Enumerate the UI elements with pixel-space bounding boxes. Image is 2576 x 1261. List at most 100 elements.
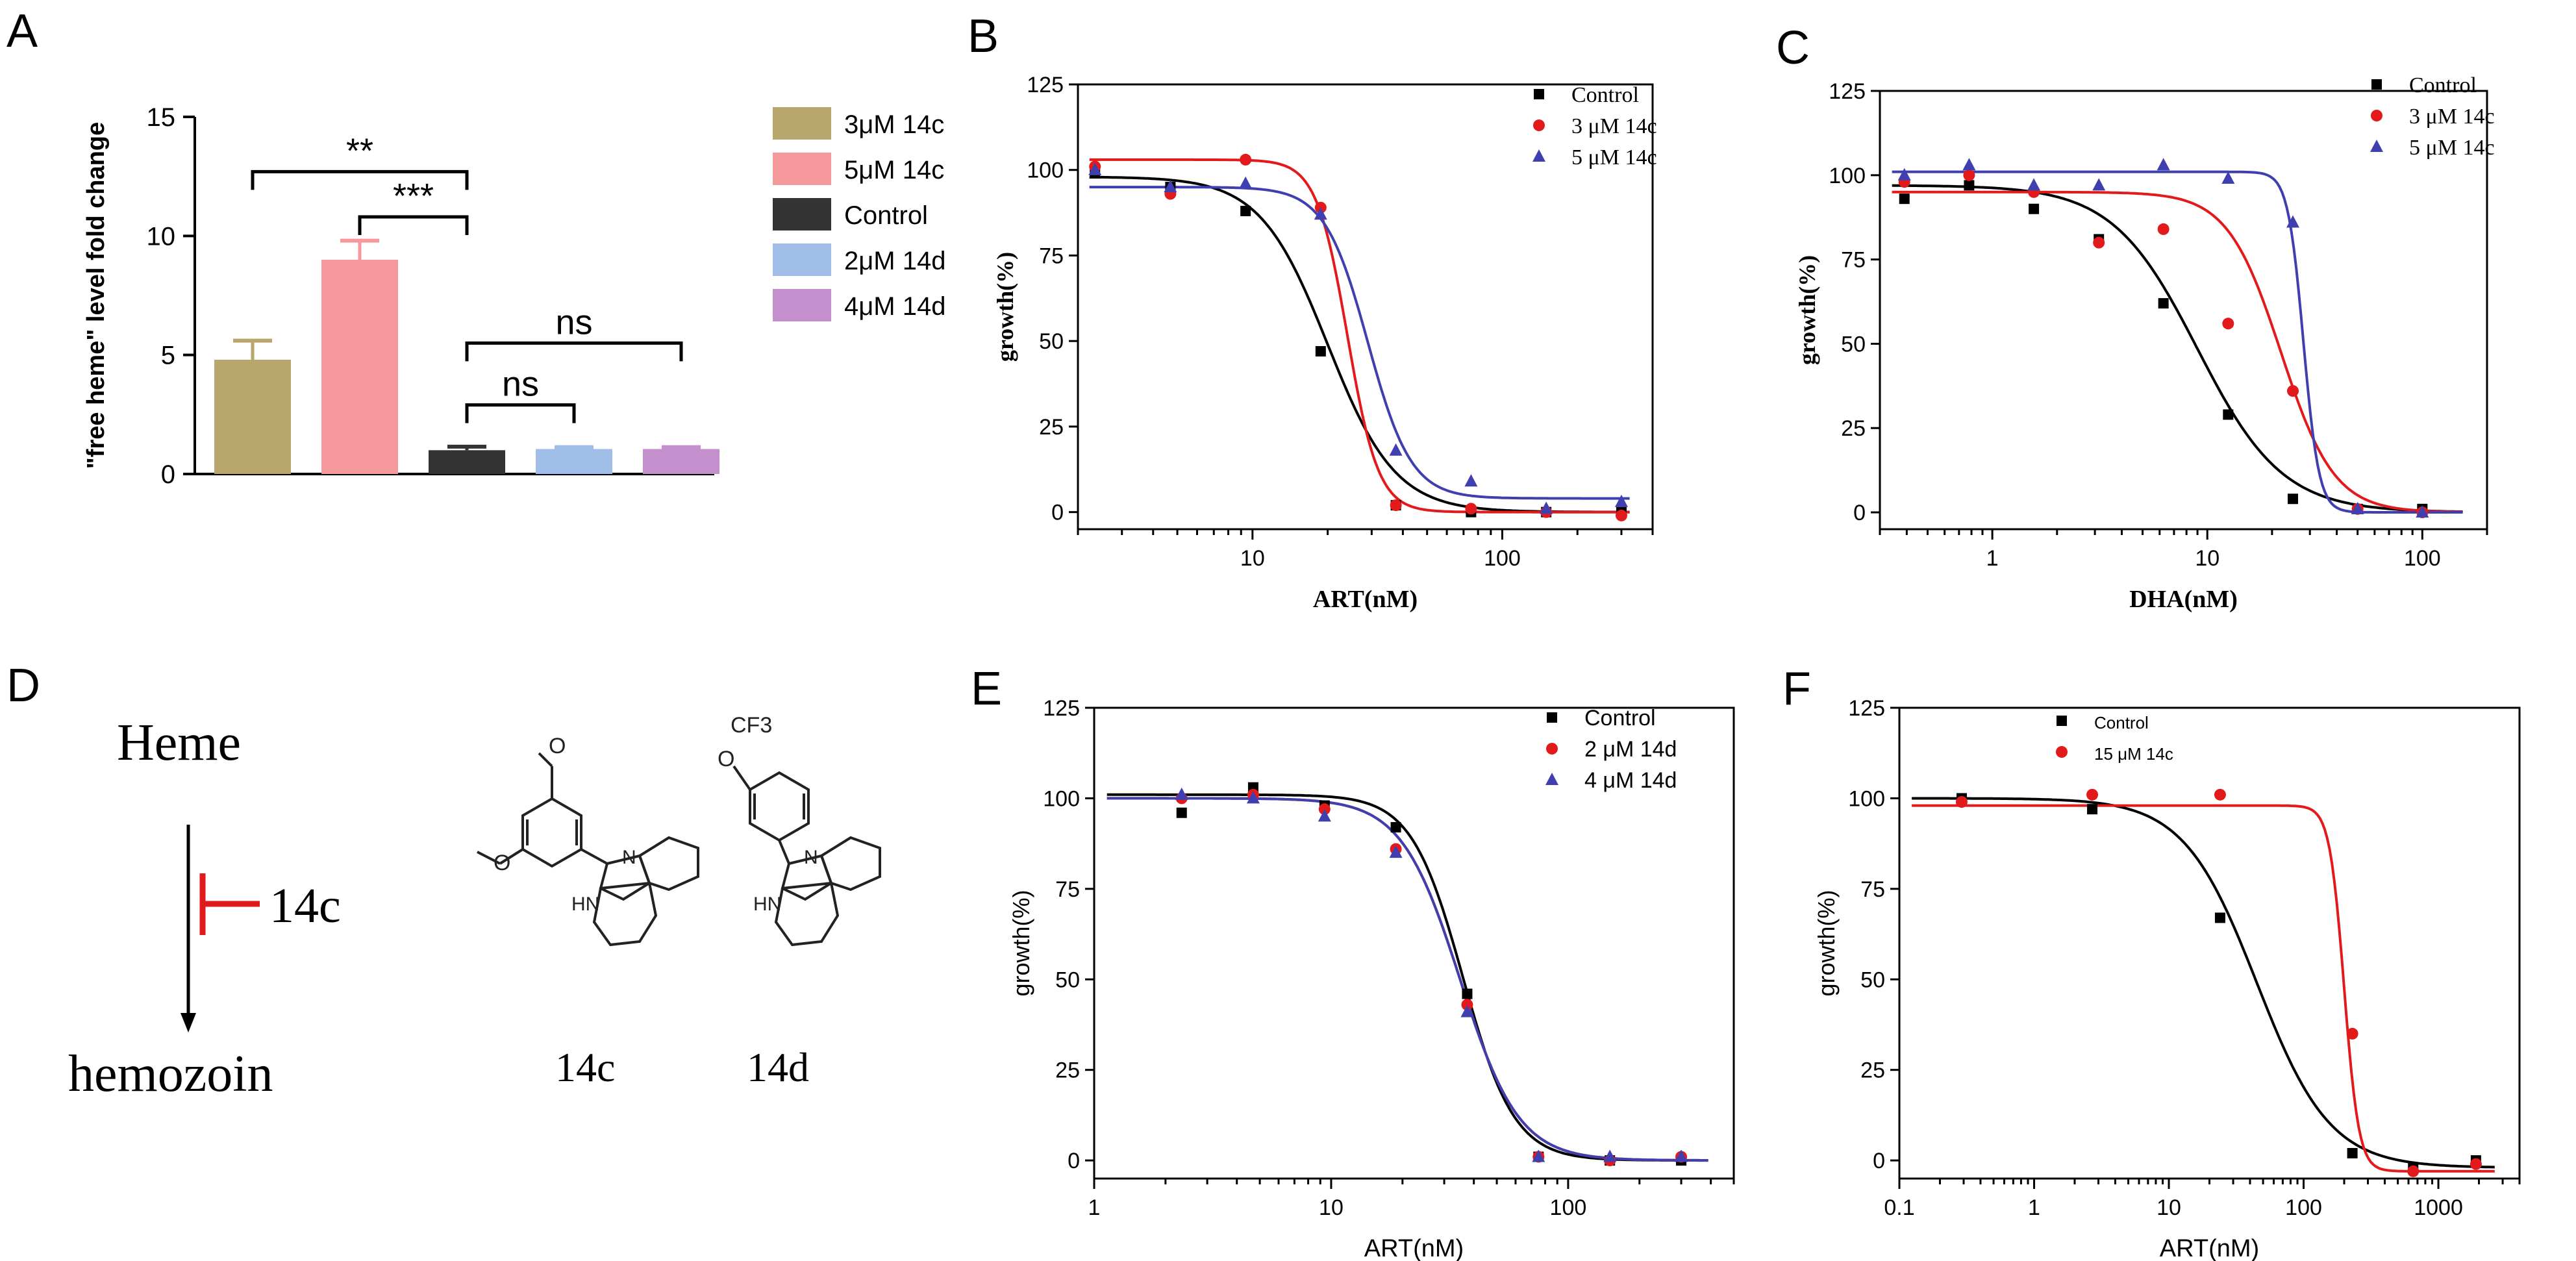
methoxy-o-label-1: O [549, 734, 566, 758]
data-point [1464, 474, 1478, 487]
data-point [1603, 1149, 1617, 1162]
panel-label-a: A [6, 5, 38, 57]
x-tick-label: 1000 [2414, 1195, 2463, 1220]
data-point [2222, 318, 2234, 330]
data-point [2157, 223, 2170, 235]
significance-label: *** [393, 177, 434, 216]
bar [536, 449, 612, 474]
x-tick-label: 10 [1240, 546, 1265, 571]
y-tick-label: 0 [1873, 1149, 1885, 1173]
x-tick-label: 100 [1484, 546, 1521, 571]
significance-label: ns [502, 365, 539, 404]
legend-marker [1545, 773, 1558, 785]
y-tick-label: 50 [1039, 329, 1064, 354]
x-axis-label: ART(nM) [2160, 1235, 2259, 1261]
significance-bracket [251, 169, 469, 190]
data-point [2093, 236, 2105, 249]
legend-label: 5μM 14c [844, 156, 944, 184]
data-point [1246, 791, 1260, 804]
y-axis-label: growth(%) [992, 252, 1018, 362]
data-point [2157, 158, 2170, 171]
data-point [2214, 788, 2226, 801]
legend-swatch [773, 153, 831, 185]
data-point [1963, 169, 1975, 181]
legend-label: 3 μM 14c [2409, 105, 2495, 129]
panel-label-e: E [971, 663, 1002, 715]
legend-label: 3μM 14c [844, 110, 944, 139]
legend-label: 5 μM 14c [1571, 145, 1657, 169]
x-axis-label: ART(nM) [1364, 1235, 1464, 1261]
plot-frame [1077, 83, 1654, 531]
significance-bracket [465, 403, 576, 423]
data-point [1390, 822, 1401, 833]
y-tick-label: 25 [1055, 1058, 1080, 1083]
data-point [1615, 509, 1627, 521]
x-tick-label: 1 [1986, 546, 1999, 571]
legend-label: 2 μM 14d [1584, 737, 1677, 762]
x-tick-label: 0.1 [1884, 1195, 1914, 1220]
y-tick-label: 0 [1051, 501, 1064, 525]
y-tick-label: 75 [1055, 877, 1080, 902]
data-point [2029, 203, 2040, 214]
x-tick-label: 10 [1319, 1195, 1344, 1220]
legend-marker [1533, 119, 1545, 131]
data-point [2351, 501, 2364, 514]
significance-label: ** [346, 131, 373, 170]
y-axis-label: growth(%) [1794, 255, 1820, 365]
y-tick-label: 75 [1039, 243, 1064, 268]
data-point [1962, 158, 1976, 171]
data-point [1314, 207, 1327, 220]
fit-curve [1912, 797, 2495, 1169]
y-tick-label: 15 [147, 103, 176, 132]
dose-response-chart-f: 0 25 50 75 100 125 0.1 1 10 100 1000 ART(nM) growth(… [1813, 696, 2521, 1261]
dose-response-chart-e: 0 25 50 75 100 125 1 10 100 ART(nM) growth(%) Contr… [1008, 696, 1735, 1261]
data-point [1088, 162, 1102, 175]
fit-curve [1892, 190, 2463, 514]
legend-label: Control [1584, 706, 1656, 730]
y-tick-label: 100 [1027, 158, 1064, 183]
y-tick-label: 125 [1043, 696, 1080, 721]
data-point [1675, 1149, 1688, 1162]
y-tick-label: 25 [1860, 1058, 1885, 1083]
x-tick-label: 100 [2285, 1195, 2322, 1220]
y-axis-label: growth(%) [1008, 890, 1034, 996]
data-point [2286, 385, 2299, 397]
significance-label: ns [555, 303, 592, 342]
inhibitor-label: 14c [269, 879, 341, 933]
data-point [1175, 787, 1188, 800]
hemozoin-label: hemozoin [68, 1045, 273, 1103]
y-tick-label: 25 [1841, 416, 1866, 441]
legend-swatch [773, 198, 831, 231]
data-point [1318, 803, 1331, 816]
data-point [2092, 178, 2106, 191]
plot-frame [1093, 706, 1735, 1180]
y-tick-label: 100 [1829, 164, 1866, 188]
cf3-label: CF3 [731, 713, 772, 738]
data-point [2347, 1147, 2358, 1158]
y-tick-label: 50 [1055, 968, 1080, 992]
heme-label: Heme [117, 714, 241, 771]
panel-label-c: C [1776, 22, 1810, 74]
pathway-arrow-head [181, 1013, 196, 1032]
data-point [2287, 493, 2298, 505]
heme-pathway-scheme: Heme 14c hemozoin O O N HN 14c [68, 713, 881, 1103]
legend-label: 4μM 14d [844, 292, 945, 321]
y-tick-label: 5 [161, 342, 175, 370]
y-tick-label: 10 [147, 222, 176, 251]
data-point [1532, 1149, 1545, 1162]
panel-label-f: F [1782, 663, 1811, 715]
imidazole-n-label-14d: N [804, 847, 818, 868]
y-tick-label: 100 [1848, 786, 1885, 811]
fit-curve [1107, 797, 1708, 1162]
dose-response-chart-c: 0 25 50 75 100 125 1 10 100 DHA(nM) growth(%) Contr… [1794, 73, 2495, 613]
x-tick-label: 10 [2195, 546, 2220, 571]
data-point [2346, 1027, 2358, 1040]
data-point [1240, 205, 1251, 216]
bar [214, 360, 291, 474]
data-point [2027, 178, 2041, 191]
legend-marker [1532, 149, 1545, 162]
legend-label: 15 μM 14c [2094, 744, 2173, 764]
x-tick-label: 10 [2157, 1195, 2181, 1220]
x-tick-label: 100 [1550, 1195, 1587, 1220]
